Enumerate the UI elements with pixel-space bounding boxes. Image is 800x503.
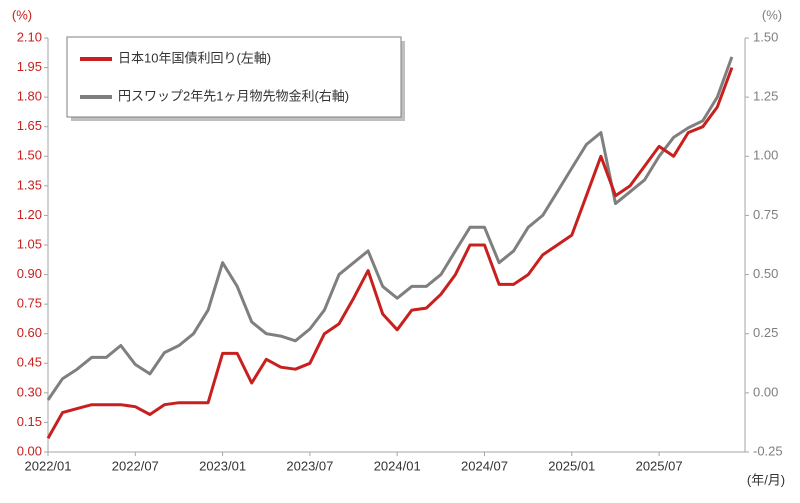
y-tick-label: 1.35 [17,177,42,192]
x-tick-label: 2025/07 [636,458,683,473]
y-tick-label: 0.90 [17,266,42,281]
x-tick-label: 2024/01 [374,458,421,473]
y-tick-label: 0.75 [17,296,42,311]
x-tick-label: 2022/01 [25,458,72,473]
y-tick-label: 0.00 [17,443,42,458]
y-tick-label: 2.10 [17,29,42,44]
y2-tick-label: 1.25 [753,89,778,104]
y2-tick-label: 1.00 [753,148,778,163]
y-tick-label: 1.05 [17,236,42,251]
y2-tick-label: 0.00 [753,384,778,399]
y2-tick-label: 0.75 [753,207,778,222]
y-tick-label: 1.20 [17,207,42,222]
series-line [46,56,734,401]
y-tick-label: 1.80 [17,89,42,104]
legend-label: 日本10年国債利回り(左軸) [118,50,271,65]
y2-tick-label: 1.50 [753,29,778,44]
legend [66,36,402,118]
y2-tick-label: 0.25 [753,325,778,340]
x-tick-label: 2024/07 [461,458,508,473]
x-axis-title: (年/月) [747,472,785,487]
y-tick-label: 0.45 [17,355,42,370]
x-tick-label: 2023/01 [199,458,246,473]
y-tick-label: 1.95 [17,59,42,74]
y-axis-title: (%) [12,7,32,22]
y-tick-label: 0.30 [17,384,42,399]
y-tick-label: 1.65 [17,118,42,133]
y2-tick-label: 0.50 [753,266,778,281]
series-line [46,67,734,439]
legend-label: 円スワップ2年先1ヶ月物先物金利(右軸) [118,88,349,103]
y-tick-label: 1.50 [17,148,42,163]
y2-tick-label: -0.25 [753,443,783,458]
y2-axis-title: (%) [762,7,782,22]
x-tick-label: 2022/07 [112,458,159,473]
y-tick-label: 0.15 [17,414,42,429]
x-tick-label: 2025/01 [548,458,595,473]
y-tick-label: 0.60 [17,325,42,340]
x-tick-label: 2023/07 [286,458,333,473]
